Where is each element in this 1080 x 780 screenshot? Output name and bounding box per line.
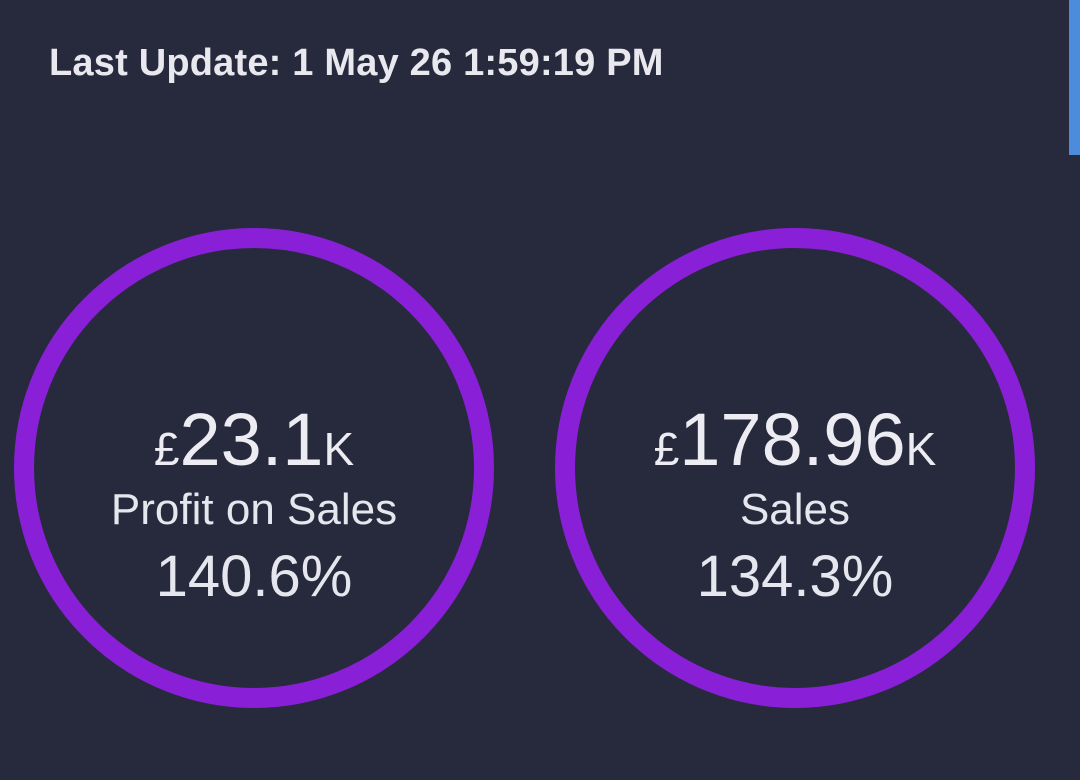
kpi-suffix: K: [323, 423, 355, 475]
kpi-currency-symbol: £: [153, 423, 180, 475]
kpi-label: Sales: [739, 485, 851, 534]
kpi-card-sales[interactable]: £178.96K Sales 134.3%: [555, 228, 1035, 708]
last-update-text: Last Update: 1 May 26 1:59:19 PM: [49, 42, 664, 84]
kpi-percent: 140.6%: [155, 544, 353, 609]
kpi-label: Profit on Sales: [110, 485, 398, 534]
kpi-card-profit-on-sales[interactable]: £23.1K Profit on Sales 140.6%: [14, 228, 494, 708]
kpi-content: £178.96K Sales 134.3%: [575, 248, 1015, 688]
kpi-amount: 178.96: [679, 398, 906, 481]
kpi-amount: 23.1: [179, 398, 324, 481]
kpi-content: £23.1K Profit on Sales 140.6%: [34, 248, 474, 688]
kpi-suffix: K: [905, 423, 937, 475]
kpi-currency-symbol: £: [653, 423, 680, 475]
kpi-value: £178.96K: [575, 403, 1015, 477]
kpi-percent: 134.3%: [696, 544, 894, 609]
kpi-value: £23.1K: [34, 403, 474, 477]
scroll-indicator[interactable]: [1069, 0, 1080, 155]
